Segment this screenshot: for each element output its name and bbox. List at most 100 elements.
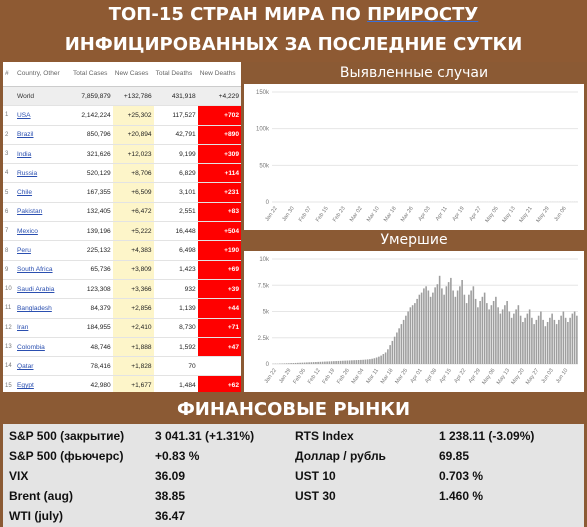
new-deaths [197, 356, 241, 377]
bar [378, 356, 380, 364]
country-link[interactable]: Russia [15, 163, 71, 184]
y-tick-label: 5k [263, 310, 270, 316]
country-link[interactable]: Colombia [15, 337, 71, 358]
bar [402, 319, 405, 364]
finance-label: S&P 500 (фьючерс) [9, 449, 124, 463]
bar [384, 352, 387, 364]
x-tick-label: Jun 03 [540, 368, 554, 385]
finance-value: 69.85 [439, 449, 470, 463]
finance-label: Brent (aug) [9, 489, 73, 503]
col-total-cases[interactable]: Total Cases [71, 62, 113, 87]
country-link[interactable]: Pakistan [15, 202, 71, 223]
country-link[interactable]: Egypt [15, 375, 71, 392]
bar [429, 296, 432, 364]
x-tick-label: Apr 29 [468, 368, 482, 385]
country-link[interactable]: USA [15, 105, 71, 126]
total-deaths: 8,730 [153, 318, 198, 338]
bar [288, 363, 290, 364]
bar [535, 319, 538, 364]
x-tick-label: Apr 22 [453, 368, 467, 385]
x-tick-label: Feb 12 [307, 368, 322, 385]
bar [414, 303, 416, 364]
col-new-deaths[interactable]: New Deaths [197, 62, 241, 87]
bar [540, 311, 542, 364]
total-cases: 48,746 [71, 337, 113, 358]
total-deaths: 117,527 [153, 105, 198, 126]
bar [317, 361, 319, 364]
total-cases: 132,405 [71, 202, 113, 223]
col-total-deaths[interactable]: Total Deaths [153, 62, 198, 87]
bar [483, 292, 486, 364]
table-row: 14 Qatar 78,416 +1,828 70 [3, 356, 241, 377]
bar [508, 311, 511, 364]
x-tick-label: Mar 10 [366, 206, 381, 223]
country-link[interactable]: Brazil [15, 125, 71, 145]
bar [389, 345, 391, 364]
total-deaths: 1,139 [153, 298, 198, 319]
bar [573, 311, 576, 364]
bar [576, 315, 578, 364]
x-tick-label: Jan 29 [278, 368, 292, 385]
new-cases: +8,706 [112, 163, 154, 184]
bar [353, 360, 355, 364]
total-deaths: 1,592 [153, 337, 198, 358]
bar [328, 361, 331, 364]
x-tick-label: May 27 [525, 368, 540, 386]
col-index[interactable]: # [3, 62, 15, 87]
cases-chart-panel: 0 50k 100k 150k Jan 22 Jan 30 Feb 07 Feb 15 Feb … [244, 84, 584, 230]
country-link[interactable]: Chile [15, 182, 71, 203]
country-link[interactable]: Iran [15, 318, 71, 338]
new-deaths: +83 [197, 202, 241, 223]
country-link[interactable]: South Africa [15, 260, 71, 280]
y-tick-label: 0 [266, 200, 270, 206]
bar [452, 290, 454, 364]
bar [411, 305, 414, 364]
bar [562, 311, 565, 364]
bar [339, 360, 342, 364]
row-index: 14 [3, 356, 15, 377]
page-title: ТОП-15 СТРАН МИРА ПО ПРИРОСТУ ИНФИЦИРОВА… [0, 0, 587, 62]
bar [294, 362, 297, 364]
row-index: 15 [3, 375, 15, 392]
bar [479, 301, 481, 364]
new-deaths: +4,229 [197, 86, 241, 107]
bar [373, 358, 376, 364]
bar [495, 296, 497, 364]
table-row: 1 USA 2,142,224 +25,302 117,527 +702 [3, 105, 241, 126]
country-link[interactable]: Peru [15, 240, 71, 261]
new-deaths: +890 [197, 125, 241, 145]
bar [517, 305, 520, 364]
bar [297, 362, 299, 364]
row-index: 12 [3, 318, 15, 338]
total-cases: 65,736 [71, 260, 113, 280]
bar [510, 317, 513, 364]
country-link[interactable]: Bangladesh [15, 298, 71, 319]
finance-value: 36.47 [155, 509, 186, 523]
x-tick-label: Mar 02 [349, 206, 364, 223]
bar [499, 313, 502, 364]
country-link[interactable]: Mexico [15, 221, 71, 242]
bar [468, 294, 470, 364]
bar [459, 286, 461, 364]
finance-label: Доллар / рубль [295, 449, 386, 463]
bar [461, 280, 463, 364]
bar [526, 313, 529, 364]
col-new-cases[interactable]: New Cases [112, 62, 154, 87]
x-tick-label: Mar 26 [400, 206, 415, 223]
country-link[interactable]: India [15, 144, 71, 165]
bar [432, 292, 434, 364]
bar [427, 290, 430, 364]
table-row: 10 Saudi Arabia 123,308 +3,366 932 +39 [3, 279, 241, 300]
country-link[interactable]: Qatar [15, 356, 71, 377]
total-cases: 167,355 [71, 182, 113, 203]
bar [420, 292, 423, 364]
country-link[interactable]: Saudi Arabia [15, 279, 71, 300]
row-index: 13 [3, 337, 15, 358]
finance-panel: S&P 500 (закрытие) 3 041.31 (+1.31%) S&P 5… [3, 424, 584, 527]
bar [396, 332, 398, 364]
new-deaths: +190 [197, 240, 241, 261]
col-country[interactable]: Country, Other [15, 62, 71, 87]
new-deaths: +71 [197, 318, 241, 338]
bar [481, 296, 484, 364]
